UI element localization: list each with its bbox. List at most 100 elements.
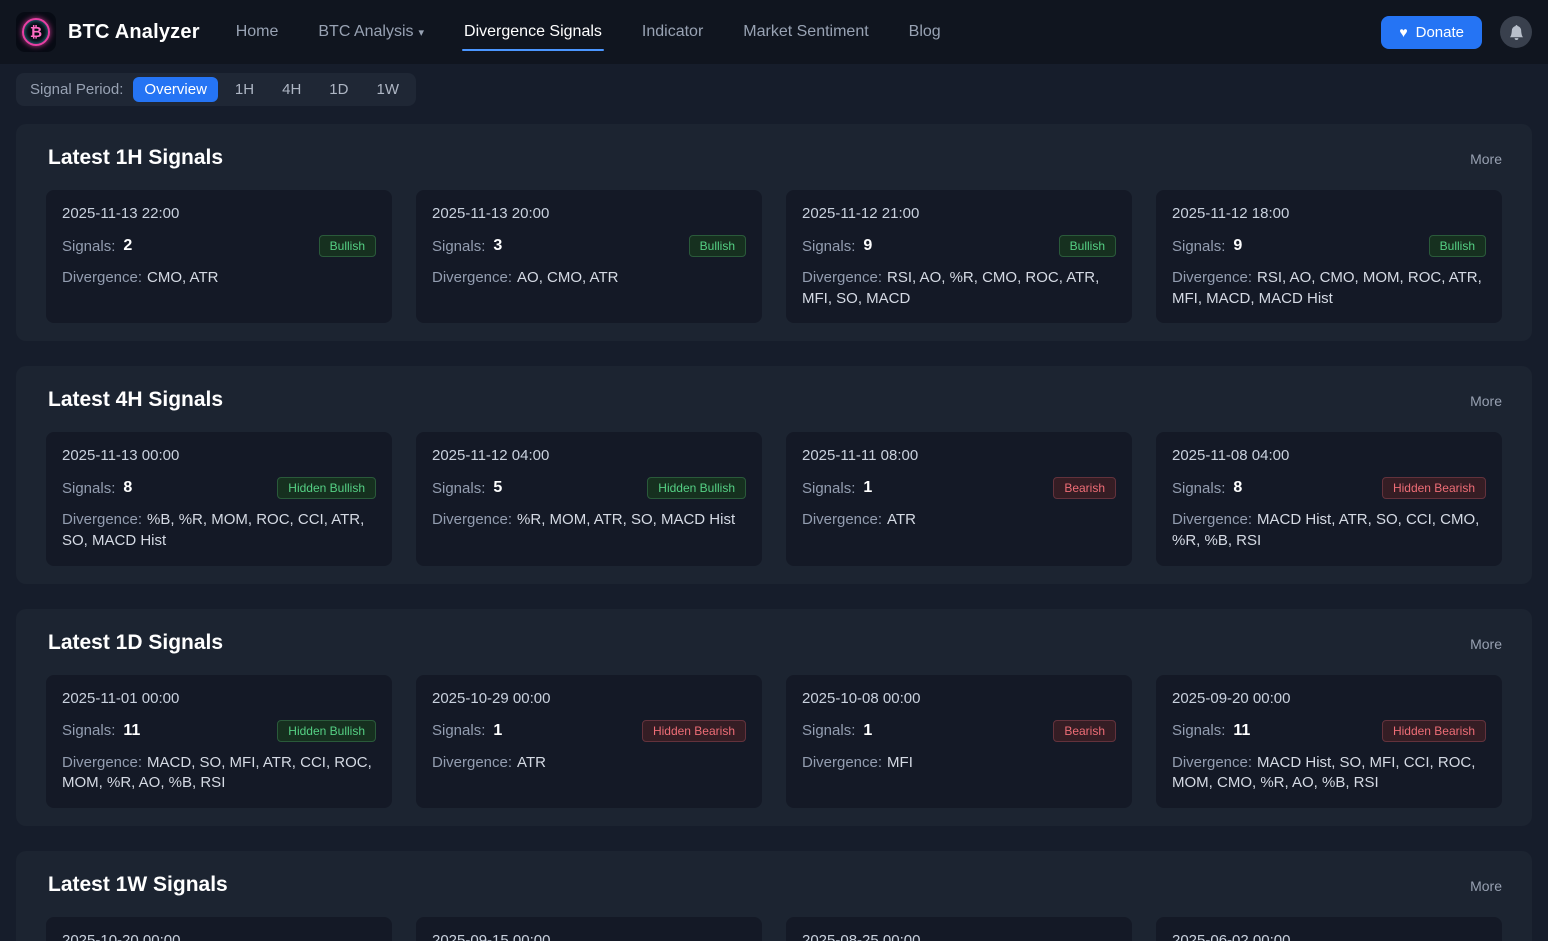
divergence-row: Divergence: MACD, SO, MFI, ATR, CCI, ROC,… <box>62 753 376 794</box>
section-latest-1w-signals: Latest 1W Signals More 2025-10-20 00:00 … <box>16 851 1532 941</box>
signal-datetime: 2025-11-13 00:00 <box>62 447 180 465</box>
section-latest-1h-signals: Latest 1H Signals More 2025-11-13 22:00 … <box>16 124 1532 342</box>
signal-card: 2025-10-20 00:00 Signals: 13 Bearish Div… <box>46 917 392 941</box>
period-option-1h[interactable]: 1H <box>224 77 265 102</box>
divergence-row: Divergence: MACD Hist, ATR, SO, CCI, CMO,… <box>1172 510 1486 551</box>
signal-datetime: 2025-10-20 00:00 <box>62 932 181 941</box>
donate-label: Donate <box>1415 23 1464 41</box>
divergence-row: Divergence: AO, CMO, ATR <box>432 268 746 289</box>
chevron-down-icon: ▾ <box>418 27 425 39</box>
signal-type-badge: Hidden Bullish <box>647 477 746 500</box>
more-link[interactable]: More <box>1470 151 1502 167</box>
signals-count: 1 <box>493 721 503 739</box>
bell-icon <box>1509 24 1523 40</box>
navbar-actions: ♥ Donate <box>1381 15 1532 49</box>
section-title: Latest 4H Signals <box>48 388 224 412</box>
divergence-row: Divergence: MFI <box>802 753 1116 774</box>
divergence-values: MFI <box>887 753 913 771</box>
signals-count-row: Signals: 1 Bearish <box>802 719 1116 742</box>
divergence-values: RSI, AO, %R, CMO, ROC, ATR, MFI, SO, MAC… <box>802 269 1100 307</box>
signal-card: 2025-11-13 20:00 Signals: 3 Bullish Dive… <box>416 190 762 324</box>
signals-count: 2 <box>123 237 133 254</box>
signals-count-row: Signals: 8 Hidden Bullish <box>62 477 376 500</box>
period-option-overview[interactable]: Overview <box>133 77 218 102</box>
signals-label: Signals: <box>432 237 486 255</box>
signal-card-grid: 2025-11-13 00:00 Signals: 8 Hidden Bulli… <box>32 432 1516 566</box>
divergence-row: Divergence: CMO, ATR <box>62 268 376 289</box>
section-header: Latest 4H Signals More <box>32 382 1516 412</box>
period-option-1d[interactable]: 1D <box>318 77 359 102</box>
signal-datetime: 2025-09-15 00:00 <box>432 932 551 941</box>
more-link[interactable]: More <box>1470 393 1502 410</box>
signals-count: 1 <box>863 479 873 497</box>
divergence-label: Divergence: <box>802 269 883 286</box>
signal-period-options: Overview 1H 4H 1D 1W <box>133 77 410 102</box>
divergence-label: Divergence: <box>802 511 883 529</box>
signal-datetime: 2025-11-12 04:00 <box>432 447 550 465</box>
divergence-values: %B, %R, MOM, ROC, CCI, ATR, SO, MACD His… <box>62 511 365 550</box>
signal-card: 2025-06-02 00:00 Signals: 6 Bearish Dive… <box>1156 917 1502 941</box>
divergence-label: Divergence: <box>1172 269 1253 286</box>
nav-item-blog[interactable]: Blog <box>908 23 941 40</box>
signals-count-row: Signals: 1 Bearish <box>802 477 1116 500</box>
signal-period-label: Signal Period: <box>30 81 124 98</box>
divergence-label: Divergence: <box>1172 753 1253 771</box>
divergence-label: Divergence: <box>62 511 143 529</box>
divergence-label: Divergence: <box>62 753 143 771</box>
signal-datetime: 2025-06-02 00:00 <box>1172 932 1291 941</box>
signal-period-bar: Signal Period: Overview 1H 4H 1D 1W <box>16 73 416 106</box>
signal-datetime: 2025-11-12 18:00 <box>1172 205 1290 222</box>
divergence-values: %R, MOM, ATR, SO, MACD Hist <box>517 511 736 529</box>
signals-count: 3 <box>493 237 503 254</box>
signal-card: 2025-08-25 00:00 Signals: 11 Bearish Div… <box>786 917 1132 941</box>
divergence-label: Divergence: <box>802 753 883 771</box>
divergence-label: Divergence: <box>432 511 513 529</box>
signals-label: Signals: <box>62 237 116 255</box>
divergence-row: Divergence: MACD Hist, SO, MFI, CCI, ROC,… <box>1172 753 1486 794</box>
signals-count-row: Signals: 9 Bullish <box>802 235 1116 257</box>
signal-type-badge: Bullish <box>688 235 746 257</box>
more-link[interactable]: More <box>1470 878 1502 895</box>
signal-type-badge: Bullish <box>1428 235 1486 257</box>
divergence-values: ATR <box>517 753 546 771</box>
period-option-4h[interactable]: 4H <box>271 77 312 102</box>
main-nav: Home BTC Analysis ▾ Divergence Signals Indic… <box>235 23 941 51</box>
signal-card: 2025-11-08 04:00 Signals: 8 Hidden Beari… <box>1156 432 1502 566</box>
signal-type-badge: Hidden Bearish <box>1381 477 1486 500</box>
divergence-row: Divergence: ATR <box>432 753 746 774</box>
signal-card-grid: 2025-10-20 00:00 Signals: 13 Bearish Div… <box>32 917 1516 941</box>
signal-datetime: 2025-11-08 04:00 <box>1172 447 1290 465</box>
signals-count: 8 <box>1233 479 1243 497</box>
nav-item-indicator[interactable]: Indicator <box>641 23 704 40</box>
nav-item-home[interactable]: Home <box>235 23 279 40</box>
donate-button[interactable]: ♥ Donate <box>1381 15 1482 49</box>
signal-card: 2025-11-01 00:00 Signals: 11 Hidden Bull… <box>46 674 392 809</box>
signals-count-row: Signals: 11 Hidden Bearish <box>1172 719 1486 742</box>
brand-title: BTC Analyzer <box>68 20 200 43</box>
signals-label: Signals: <box>802 479 856 497</box>
nav-item-divergence-signals[interactable]: Divergence Signals <box>462 23 604 51</box>
period-option-1w[interactable]: 1W <box>365 77 410 102</box>
signal-datetime: 2025-09-20 00:00 <box>1172 689 1291 707</box>
brand[interactable]: ₿ BTC Analyzer <box>16 12 200 52</box>
nav-item-btc-analysis[interactable]: BTC Analysis ▾ <box>318 23 425 40</box>
section-header: Latest 1H Signals More <box>32 140 1516 170</box>
divergence-label: Divergence: <box>1172 511 1253 529</box>
signal-datetime: 2025-10-29 00:00 <box>432 689 551 707</box>
divergence-label: Divergence: <box>432 753 513 771</box>
signals-count: 1 <box>863 721 873 739</box>
heart-icon: ♥ <box>1399 24 1408 40</box>
section-title: Latest 1D Signals <box>48 630 224 654</box>
signal-card: 2025-11-11 08:00 Signals: 1 Bearish Dive… <box>786 432 1132 566</box>
more-link[interactable]: More <box>1470 635 1502 652</box>
signal-type-badge: Hidden Bullish <box>277 477 376 500</box>
signal-card: 2025-11-12 21:00 Signals: 9 Bullish Dive… <box>786 190 1132 324</box>
signal-datetime: 2025-11-13 22:00 <box>62 205 180 222</box>
signal-card: 2025-11-13 22:00 Signals: 2 Bullish Dive… <box>46 190 392 324</box>
nav-item-market-sentiment[interactable]: Market Sentiment <box>743 23 869 40</box>
signal-datetime: 2025-08-25 00:00 <box>802 932 921 941</box>
signal-datetime: 2025-10-08 00:00 <box>802 689 921 707</box>
divergence-label: Divergence: <box>62 269 143 286</box>
signal-card: 2025-11-13 00:00 Signals: 8 Hidden Bulli… <box>46 432 392 566</box>
notification-button[interactable] <box>1500 16 1532 48</box>
